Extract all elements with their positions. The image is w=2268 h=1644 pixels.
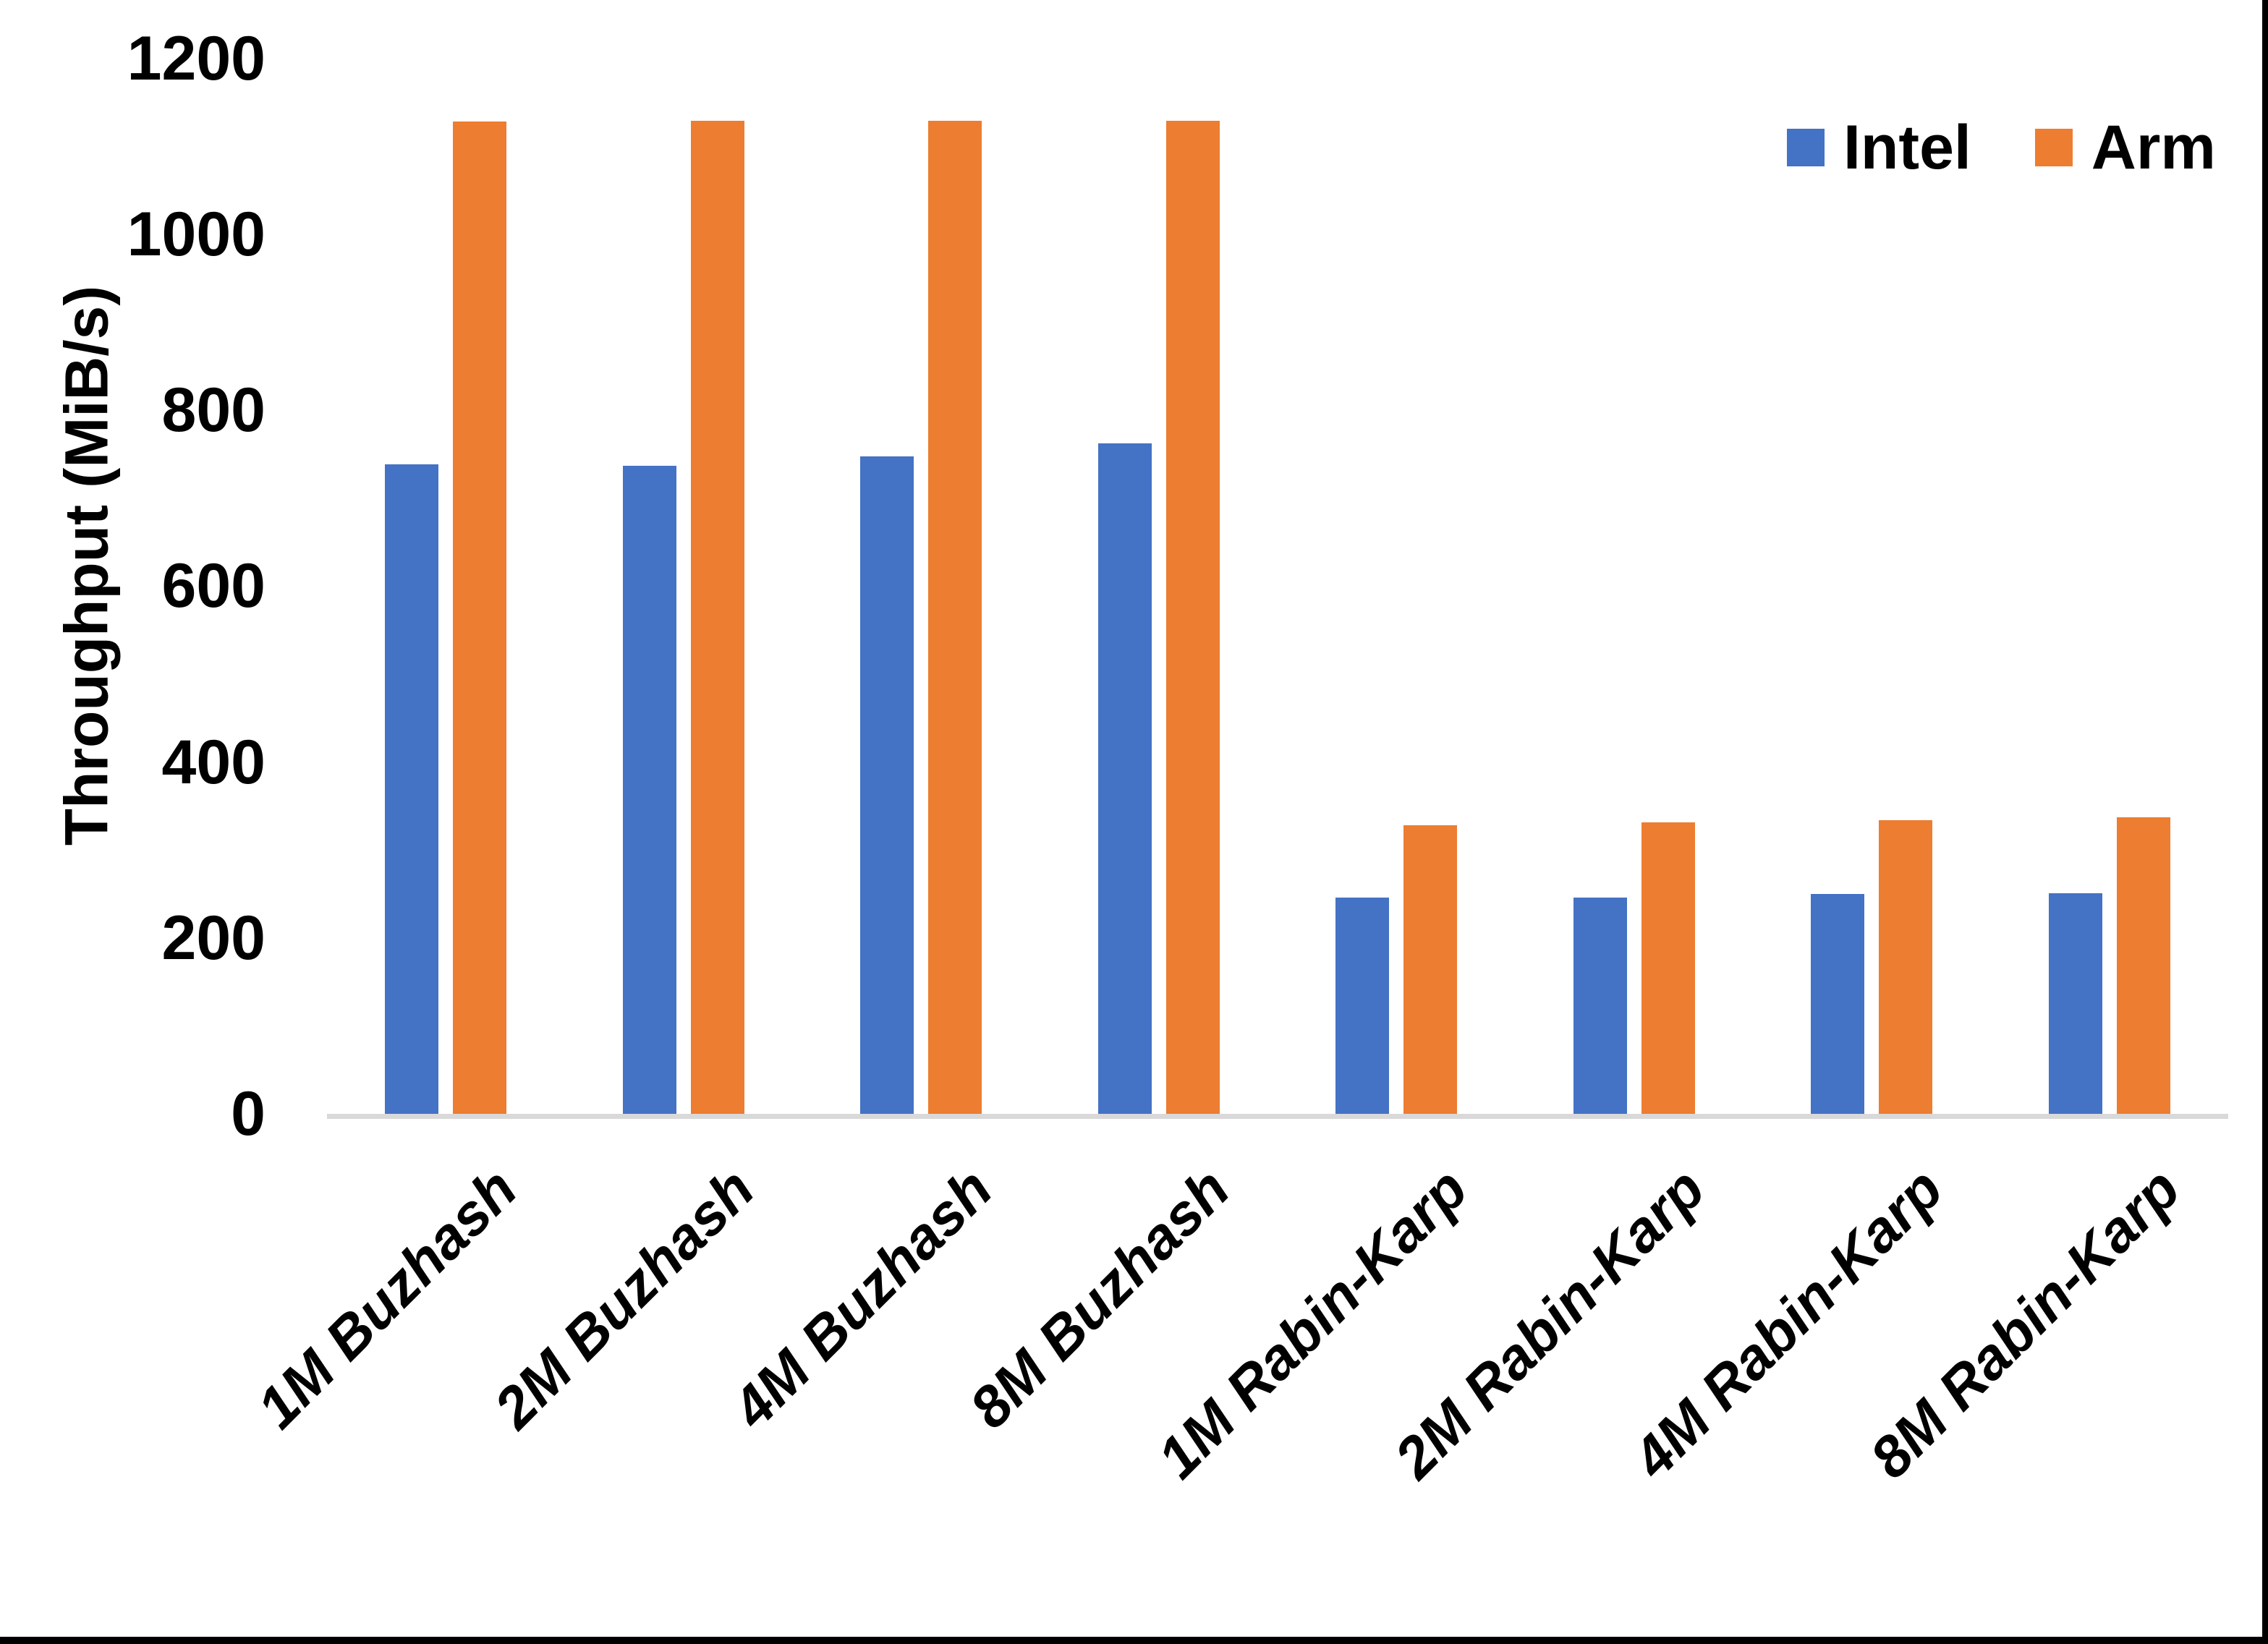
bar-arm-4m-rabin-karp xyxy=(1879,819,1933,1114)
bar-intel-4m-buzhash xyxy=(860,456,914,1114)
bar-arm-8m-buzhash xyxy=(1165,120,1220,1114)
bar-intel-1m-rabin-karp xyxy=(1335,897,1390,1114)
legend: Intel Arm xyxy=(1787,116,2216,179)
y-tick-label-800: 800 xyxy=(161,375,266,445)
y-tick-label-600: 600 xyxy=(161,551,266,621)
bar-intel-8m-buzhash xyxy=(1097,443,1152,1114)
bar-intel-2m-rabin-karp xyxy=(1573,897,1627,1114)
bar-arm-2m-buzhash xyxy=(690,120,744,1114)
legend-label-arm: Arm xyxy=(2091,113,2216,182)
bar-arm-1m-buzhash xyxy=(453,122,507,1114)
bar-arm-1m-rabin-karp xyxy=(1403,825,1458,1114)
bar-arm-4m-buzhash xyxy=(928,120,982,1114)
screenshot-bottom-border xyxy=(0,1637,2268,1644)
bar-intel-1m-buzhash xyxy=(385,464,439,1114)
y-tick-label-1000: 1000 xyxy=(127,199,266,269)
y-tick-label-200: 200 xyxy=(161,903,266,973)
legend-label-intel: Intel xyxy=(1843,113,1971,182)
bar-intel-8m-rabin-karp xyxy=(2048,893,2102,1114)
bar-arm-8m-rabin-karp xyxy=(2116,817,2170,1114)
x-axis-line xyxy=(327,1114,2228,1119)
bar-intel-4m-rabin-karp xyxy=(1811,893,1865,1114)
legend-swatch-arm xyxy=(2034,129,2073,166)
bar-intel-2m-buzhash xyxy=(622,465,676,1114)
y-tick-label-1200: 1200 xyxy=(127,23,266,93)
y-tick-label-400: 400 xyxy=(161,727,266,797)
y-tick-label-0: 0 xyxy=(231,1079,266,1149)
screenshot-right-border xyxy=(2262,0,2268,1644)
bar-arm-2m-rabin-karp xyxy=(1641,822,1695,1114)
legend-swatch-intel xyxy=(1787,129,1825,166)
